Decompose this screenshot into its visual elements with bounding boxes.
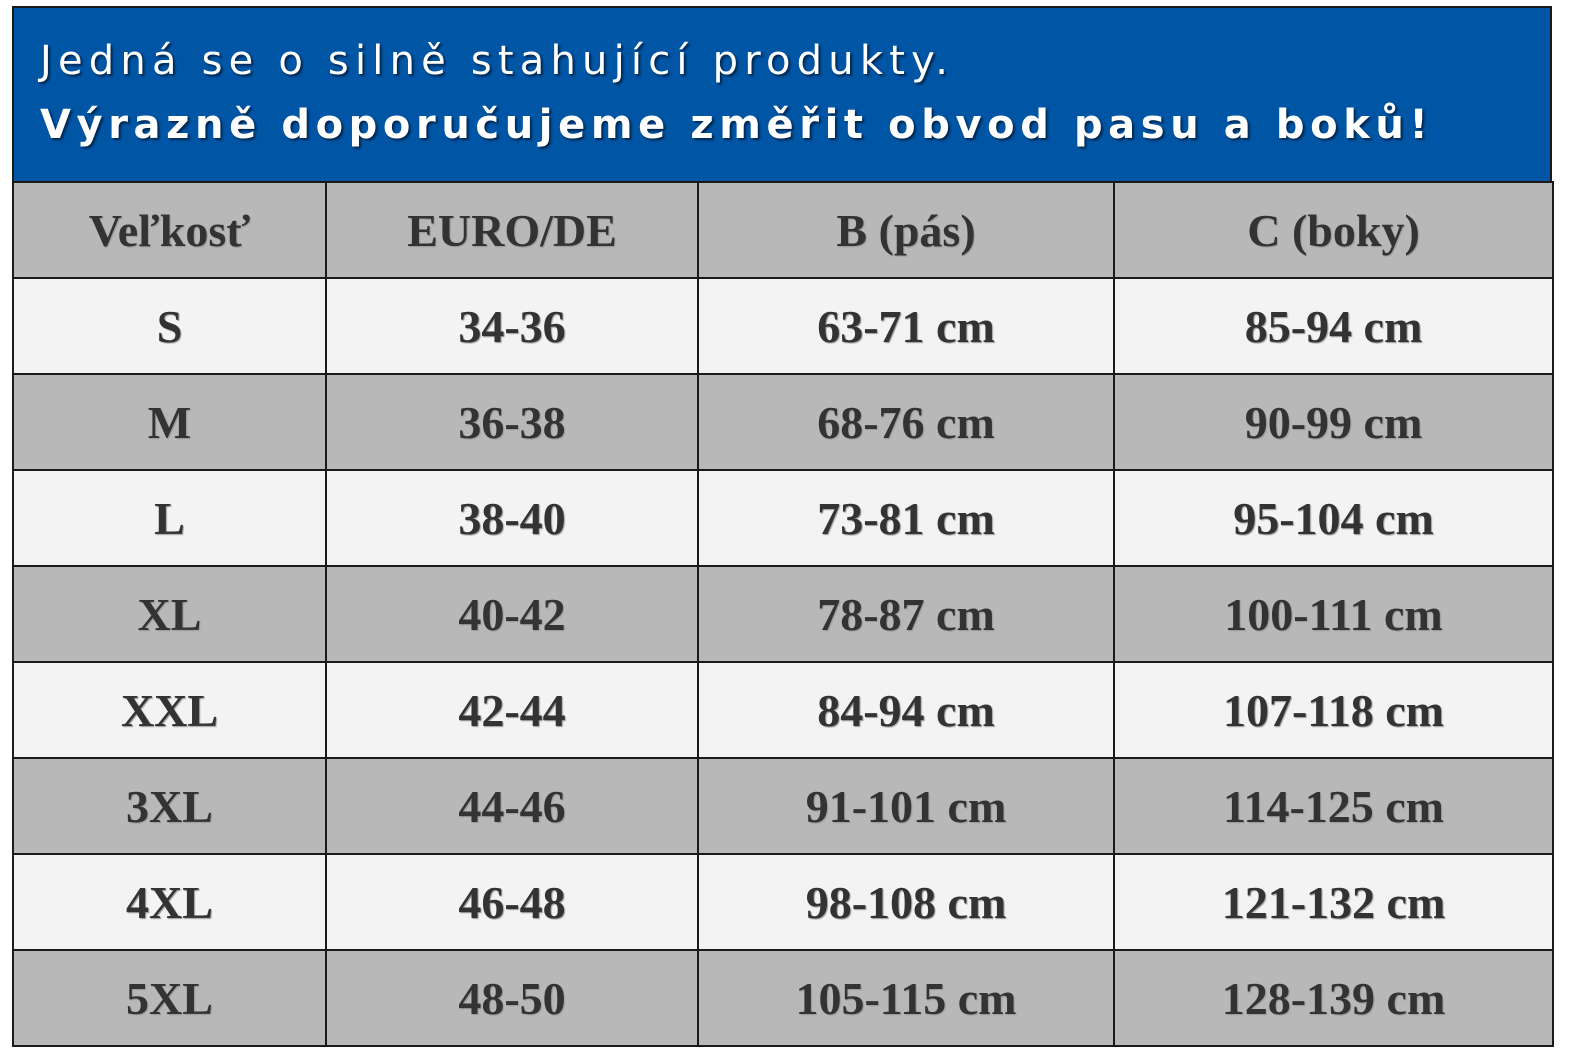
table-cell: 90-99 cm (1113, 373, 1554, 471)
table-row: S 34-36 63-71 cm 85-94 cm (12, 277, 1554, 375)
table-row: 3XL 44-46 91-101 cm 114-125 cm (12, 757, 1554, 855)
table-cell: 68-76 cm (697, 373, 1115, 471)
table-cell: 34-36 (325, 277, 699, 375)
table-cell: 73-81 cm (697, 469, 1115, 567)
banner-line: Jedná se o silně stahující produkty. (40, 38, 955, 84)
table-cell: 84-94 cm (697, 661, 1115, 759)
table-cell: 42-44 (325, 661, 699, 759)
table-cell: XL (12, 565, 327, 663)
table-cell: L (12, 469, 327, 567)
table-cell: 107-118 cm (1113, 661, 1554, 759)
table-cell: 98-108 cm (697, 853, 1115, 951)
table-cell: 85-94 cm (1113, 277, 1554, 375)
table-cell: 63-71 cm (697, 277, 1115, 375)
table-cell: 121-132 cm (1113, 853, 1554, 951)
column-header: B (pás) (697, 181, 1115, 279)
table-cell: 40-42 (325, 565, 699, 663)
table-row: XL 40-42 78-87 cm 100-111 cm (12, 565, 1554, 663)
table-cell: 100-111 cm (1113, 565, 1554, 663)
table-cell: 91-101 cm (697, 757, 1115, 855)
table-cell: 128-139 cm (1113, 949, 1554, 1047)
header-row: Veľkosť EURO/DE B (pás) C (boky) (12, 181, 1554, 279)
table-cell: 4XL (12, 853, 327, 951)
table-cell: 44-46 (325, 757, 699, 855)
table-cell: M (12, 373, 327, 471)
table-cell: 105-115 cm (697, 949, 1115, 1047)
table-cell: 36-38 (325, 373, 699, 471)
table-row: 5XL 48-50 105-115 cm 128-139 cm (12, 949, 1554, 1047)
table-row: L 38-40 73-81 cm 95-104 cm (12, 469, 1554, 567)
banner-line: Výrazně doporučujeme změřit obvod pasu a… (40, 102, 1434, 148)
column-header: Veľkosť (12, 181, 327, 279)
table-row: XXL 42-44 84-94 cm 107-118 cm (12, 661, 1554, 759)
column-header: EURO/DE (325, 181, 699, 279)
table-cell: XXL (12, 661, 327, 759)
table-cell: 38-40 (325, 469, 699, 567)
column-header: C (boky) (1113, 181, 1554, 279)
banner: Jedná se o silně stahující produkty. Výr… (12, 6, 1552, 181)
size-table: Veľkosť EURO/DE B (pás) C (boky) S 34-36 63-71… (12, 181, 1554, 1047)
table-cell: 114-125 cm (1113, 757, 1554, 855)
table-cell: 78-87 cm (697, 565, 1115, 663)
table-cell: 95-104 cm (1113, 469, 1554, 567)
table-cell: S (12, 277, 327, 375)
table-row: M 36-38 68-76 cm 90-99 cm (12, 373, 1554, 471)
table-cell: 46-48 (325, 853, 699, 951)
table-row: 4XL 46-48 98-108 cm 121-132 cm (12, 853, 1554, 951)
table-cell: 48-50 (325, 949, 699, 1047)
table-cell: 3XL (12, 757, 327, 855)
table-cell: 5XL (12, 949, 327, 1047)
